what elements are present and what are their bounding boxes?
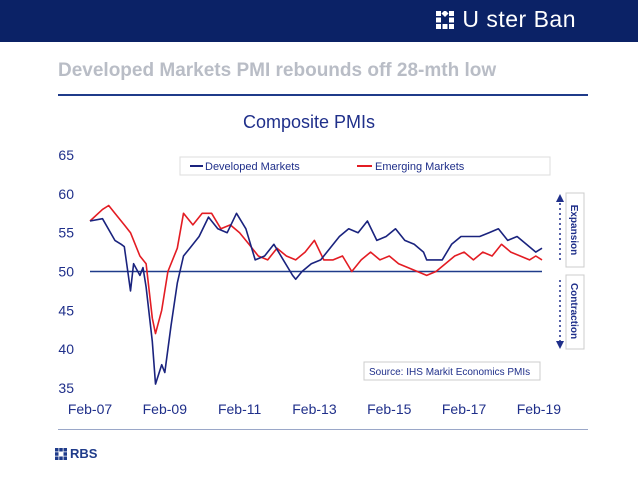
x-axis-ticks: Feb-07 Feb-09 Feb-11 Feb-13 Feb-15 Feb-17 Feb-…	[68, 401, 561, 417]
x-tick-label: Feb-15	[367, 401, 412, 417]
x-tick-label: Feb-19	[517, 401, 562, 417]
y-tick-label: 40	[58, 341, 74, 357]
footer-logo: RBS	[55, 446, 97, 461]
top-banner: U ster Ban	[0, 0, 638, 42]
footer-logo-text: RBS	[70, 446, 98, 461]
legend-label-developed: Developed Markets	[205, 161, 300, 173]
ulster-bank-logo-icon	[436, 10, 455, 29]
source-note: Source: IHS Markit Economics PMIs	[363, 361, 541, 381]
contraction-annotation: Contraction	[556, 274, 585, 350]
x-tick-label: Feb-11	[218, 401, 262, 417]
y-axis-ticks: 35 40 45 50 55 60 65	[58, 147, 74, 396]
series-lines	[89, 204, 543, 385]
y-tick-label: 50	[58, 264, 74, 280]
y-tick-label: 55	[58, 225, 74, 241]
footer-rule	[58, 429, 588, 430]
y-tick-label: 60	[58, 186, 74, 202]
slide-title: Developed Markets PMI rebounds off 28-mt…	[58, 60, 497, 81]
title-rule	[58, 94, 588, 96]
y-tick-label: 45	[58, 302, 74, 318]
rbs-logo-icon	[55, 447, 67, 460]
legend-label-emerging: Emerging Markets	[375, 161, 465, 173]
x-tick-label: Feb-13	[292, 401, 337, 417]
chart-title: Composite PMIs	[243, 112, 375, 132]
x-tick-label: Feb-07	[68, 401, 113, 417]
expansion-label: Expansion	[568, 205, 579, 256]
y-tick-label: 35	[58, 380, 74, 396]
expansion-annotation: Expansion	[556, 192, 585, 268]
x-tick-label: Feb-17	[442, 401, 487, 417]
x-tick-label: Feb-09	[143, 401, 188, 417]
source-label: Source: IHS Markit Economics PMIs	[369, 367, 530, 378]
brand-logo: U ster Ban	[436, 6, 576, 33]
series-line-emerging	[89, 204, 543, 335]
brand-name: U ster Ban	[462, 6, 576, 32]
series-line-developed	[89, 212, 543, 385]
legend: Developed Markets Emerging Markets	[179, 156, 551, 176]
y-tick-label: 65	[58, 147, 74, 163]
contraction-label: Contraction	[568, 283, 579, 339]
